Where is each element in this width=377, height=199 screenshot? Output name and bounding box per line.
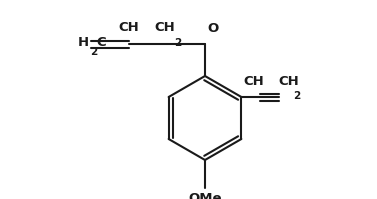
Text: C: C [96, 36, 106, 50]
Text: CH: CH [155, 21, 175, 34]
Text: O: O [207, 22, 218, 35]
Text: 2: 2 [90, 47, 97, 57]
Text: 2: 2 [293, 91, 300, 101]
Text: CH: CH [278, 75, 299, 88]
Text: CH: CH [244, 75, 264, 88]
Text: H: H [78, 36, 89, 50]
Text: 2: 2 [174, 38, 181, 48]
Text: CH: CH [119, 21, 139, 34]
Text: OMe: OMe [188, 192, 222, 199]
